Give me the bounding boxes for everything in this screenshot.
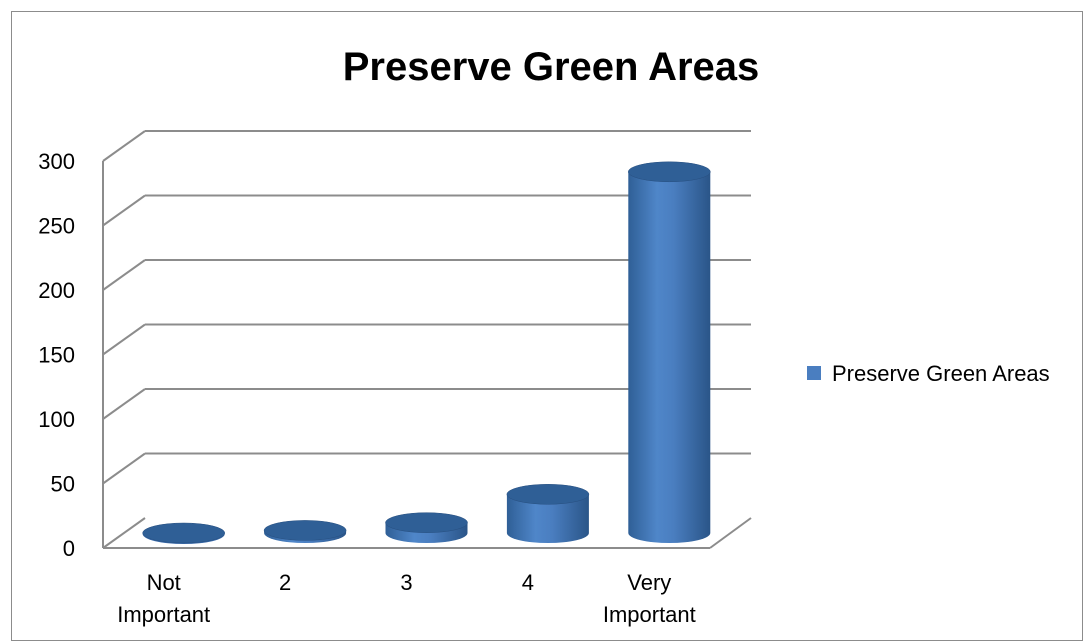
x-tick-label: 3 <box>400 570 412 595</box>
legend: Preserve Green Areas <box>807 361 1050 386</box>
x-tick-label: Important <box>117 602 210 627</box>
y-tick-label: 50 <box>51 472 75 497</box>
chart-title: Preserve Green Areas <box>343 45 760 89</box>
side-gridline <box>102 388 146 420</box>
floor-right-edge <box>709 517 752 549</box>
bar-body <box>506 494 589 543</box>
side-gridline <box>102 194 146 227</box>
y-tick-label: 100 <box>38 407 75 432</box>
side-gridline <box>102 259 146 291</box>
y-tick-label: 0 <box>63 536 75 561</box>
bar <box>628 161 711 543</box>
y-tick-label: 300 <box>38 149 75 174</box>
bar-body <box>628 171 711 543</box>
y-tick-label: 250 <box>38 214 75 239</box>
side-gridline <box>102 323 146 356</box>
x-tick-label: 2 <box>279 570 291 595</box>
bar <box>142 522 225 544</box>
bar-top <box>506 484 590 505</box>
legend-label: Preserve Green Areas <box>832 361 1050 386</box>
bar <box>263 520 347 543</box>
x-tick-label: Not <box>147 570 181 595</box>
bar-top <box>142 522 225 544</box>
y-tick-label: 200 <box>38 278 75 303</box>
legend-swatch <box>807 366 821 380</box>
bar-top <box>628 161 711 183</box>
bar <box>506 484 590 543</box>
bar <box>385 512 468 543</box>
x-tick-label: Very <box>627 570 671 595</box>
x-tick-label: Important <box>603 602 696 627</box>
x-tick-label: 4 <box>522 570 534 595</box>
bar-top <box>385 512 468 533</box>
bars <box>142 161 711 544</box>
side-gridline <box>102 517 146 549</box>
bar-top <box>263 520 347 541</box>
side-gridline <box>102 452 146 485</box>
y-tick-label: 150 <box>38 343 75 368</box>
side-gridline <box>102 130 146 162</box>
